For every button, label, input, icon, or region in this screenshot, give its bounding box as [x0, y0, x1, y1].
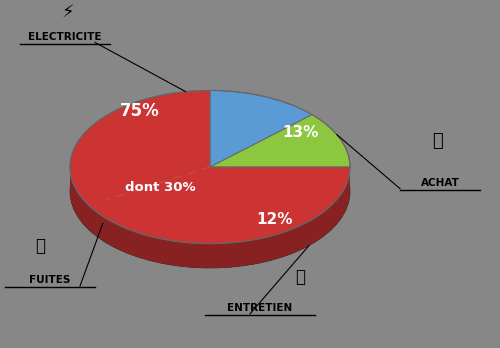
Text: ELECTRICITE: ELECTRICITE	[28, 32, 102, 42]
Polygon shape	[70, 90, 350, 244]
Text: 💨: 💨	[35, 237, 45, 255]
Text: 75%: 75%	[120, 102, 160, 120]
Text: ENTRETIEN: ENTRETIEN	[228, 303, 292, 313]
Text: ⚡: ⚡	[61, 3, 74, 22]
Polygon shape	[70, 168, 350, 268]
Text: ACHAT: ACHAT	[420, 178, 460, 188]
Text: dont 30%: dont 30%	[124, 181, 196, 195]
Ellipse shape	[70, 115, 350, 268]
Text: 13%: 13%	[282, 125, 318, 140]
Text: 🛒: 🛒	[432, 132, 443, 150]
Text: 12%: 12%	[257, 212, 293, 227]
Text: 🔧: 🔧	[295, 268, 305, 286]
Polygon shape	[210, 90, 312, 167]
Polygon shape	[210, 114, 350, 167]
Text: FUITES: FUITES	[30, 275, 70, 285]
